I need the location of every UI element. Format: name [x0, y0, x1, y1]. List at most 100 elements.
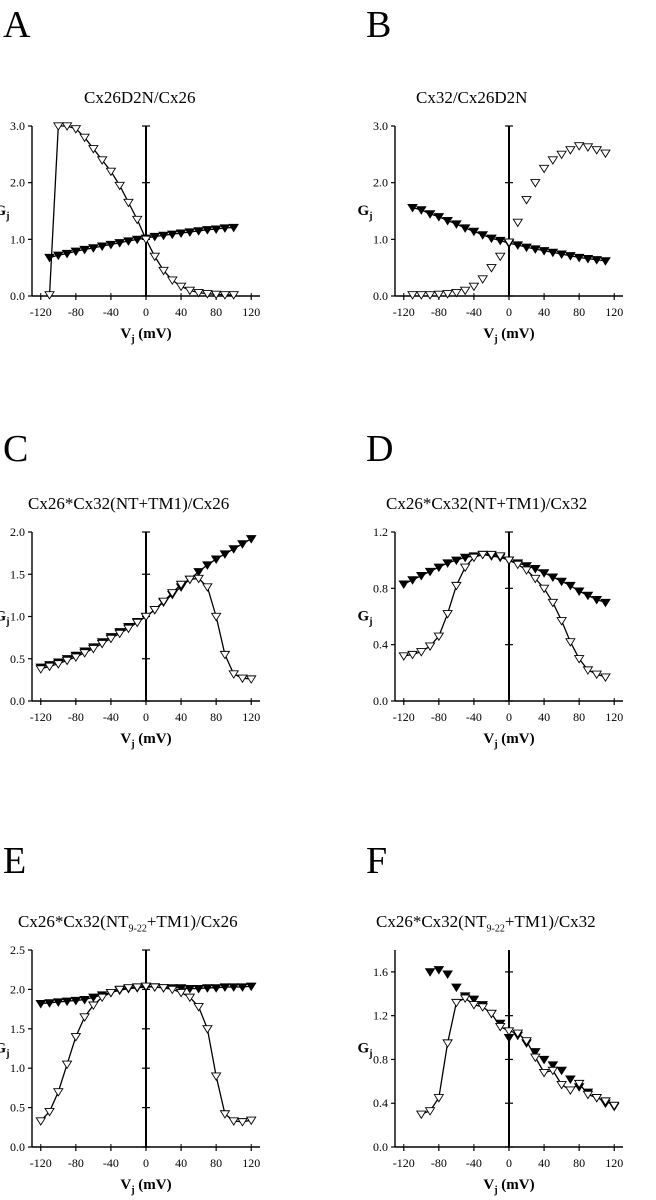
filled-triangle-marker: [582, 591, 594, 601]
open-triangle-marker: [521, 196, 532, 205]
open-triangle-marker: [494, 552, 506, 561]
filled-triangle-marker: [565, 252, 576, 261]
y-tick-label: 3.0: [373, 119, 388, 133]
panel-letter-a: A: [3, 4, 31, 46]
open-triangle-marker: [149, 252, 161, 262]
open-triangle-marker: [459, 286, 471, 296]
open-triangle-marker: [468, 1001, 480, 1010]
open-triangle-marker: [600, 673, 611, 682]
filled-triangle-marker: [44, 253, 55, 263]
open-triangle-marker: [193, 1003, 204, 1012]
open-triangle-marker: [582, 143, 594, 152]
open-triangle-marker: [140, 612, 152, 622]
filled-triangle-marker: [521, 562, 532, 571]
open-triangle-marker: [512, 1029, 524, 1039]
open-triangle-marker: [582, 666, 594, 675]
filled-triangle-marker: [228, 545, 240, 554]
x-tick-label: -120: [393, 1156, 415, 1170]
filled-triangle-marker: [202, 561, 213, 570]
open-triangle-marker: [131, 215, 143, 225]
open-triangle-marker: [565, 638, 576, 647]
open-triangle-marker: [237, 1118, 248, 1127]
open-triangle-marker: [442, 290, 453, 299]
x-tick-label: 80: [573, 1156, 585, 1170]
open-triangle-marker: [591, 670, 603, 680]
filled-triangle-marker: [538, 247, 550, 256]
open-triangle-marker: [521, 566, 532, 575]
filled-triangle-marker: [521, 243, 532, 253]
filled-triangle-marker: [166, 230, 178, 240]
filled-triangle-marker: [415, 572, 427, 581]
x-tick-label: 0: [506, 1156, 512, 1170]
filled-triangle-marker: [512, 241, 524, 250]
open-triangle-marker: [149, 983, 161, 992]
open-triangle-marker: [565, 146, 576, 155]
filled-triangle-marker: [451, 983, 462, 993]
y-tick-label: 0.4: [373, 1096, 388, 1110]
panel-title-e: Cx26*Cx32(NT9-22+TM1)/Cx26: [18, 912, 238, 934]
filled-triangle-marker: [459, 224, 471, 233]
x-axis-label: Vj (mV): [120, 1177, 171, 1196]
open-triangle-marker: [415, 1110, 427, 1120]
filled-triangle-marker: [52, 998, 64, 1007]
open-triangle-marker: [175, 580, 187, 590]
open-triangle-marker: [451, 998, 462, 1008]
open-triangle-marker: [608, 1101, 620, 1111]
y-tick-label: 2.0: [373, 176, 388, 190]
x-tick-label: 0: [506, 710, 512, 724]
filled-triangle-marker: [237, 540, 248, 549]
open-triangle-marker: [184, 286, 196, 296]
open-triangle-marker: [573, 1079, 585, 1089]
x-tick-label: 80: [210, 305, 222, 319]
open-triangle-marker: [131, 618, 143, 628]
y-tick-label: 0.5: [10, 652, 25, 666]
open-triangle-marker: [486, 550, 497, 560]
open-triangle-marker: [149, 606, 161, 615]
open-triangle-marker: [44, 662, 55, 672]
filled-triangle-marker: [600, 257, 611, 266]
open-triangle-marker: [415, 291, 427, 300]
x-axis-label: Vj (mV): [483, 326, 534, 345]
filled-triangle-marker: [193, 985, 204, 994]
open-triangle-marker: [228, 291, 240, 300]
filled-triangle-marker: [193, 568, 204, 577]
filled-triangle-marker: [407, 204, 418, 213]
filled-triangle-marker: [565, 581, 576, 591]
open-triangle-marker: [210, 1072, 222, 1081]
open-triangle-marker: [219, 1110, 231, 1119]
y-tick-label: 1.5: [10, 567, 25, 581]
y-tick-label: 0.5: [10, 1101, 25, 1115]
filled-series-line: [403, 553, 606, 604]
filled-triangle-marker: [228, 983, 240, 992]
y-axis-label: Gj: [0, 609, 10, 628]
y-tick-label: 2.0: [10, 176, 25, 190]
y-tick-label: 1.6: [373, 965, 388, 979]
filled-triangle-marker: [35, 999, 47, 1009]
open-triangle-marker: [79, 649, 90, 658]
y-tick-label: 0.4: [373, 638, 388, 652]
filled-triangle-marker: [228, 223, 240, 233]
y-tick-label: 0.0: [373, 1140, 388, 1154]
filled-triangle-marker: [529, 245, 541, 254]
filled-triangle-marker: [591, 256, 603, 265]
open-triangle-marker: [547, 156, 559, 165]
open-triangle-marker: [228, 1117, 240, 1126]
x-tick-label: 0: [143, 305, 149, 319]
filled-triangle-marker: [547, 248, 559, 258]
open-triangle-marker: [184, 993, 196, 1003]
open-triangle-marker: [202, 290, 213, 299]
chart-e: -120 -80 -40 0 40 80 120 0.0 0.5 1.0 1.5 2.0 2.5 Vj (…: [0, 943, 260, 1196]
filled-triangle-marker: [433, 563, 445, 573]
x-tick-label: 120: [242, 710, 260, 724]
panel-title-f-post: +TM1)/Cx32: [504, 912, 596, 931]
open-triangle-marker: [477, 1003, 489, 1012]
y-axis-label: Gj: [0, 1041, 10, 1060]
y-tick-label: 0.0: [373, 289, 388, 303]
open-triangle-marker: [88, 1001, 99, 1011]
panel-title-a: Cx26D2N/Cx26: [84, 88, 196, 107]
open-triangle-marker: [105, 167, 117, 177]
panel-title-f-pre: Cx26*Cx32(NT: [376, 912, 487, 931]
open-triangle-marker: [70, 653, 82, 662]
open-triangle-marker: [442, 1039, 453, 1048]
